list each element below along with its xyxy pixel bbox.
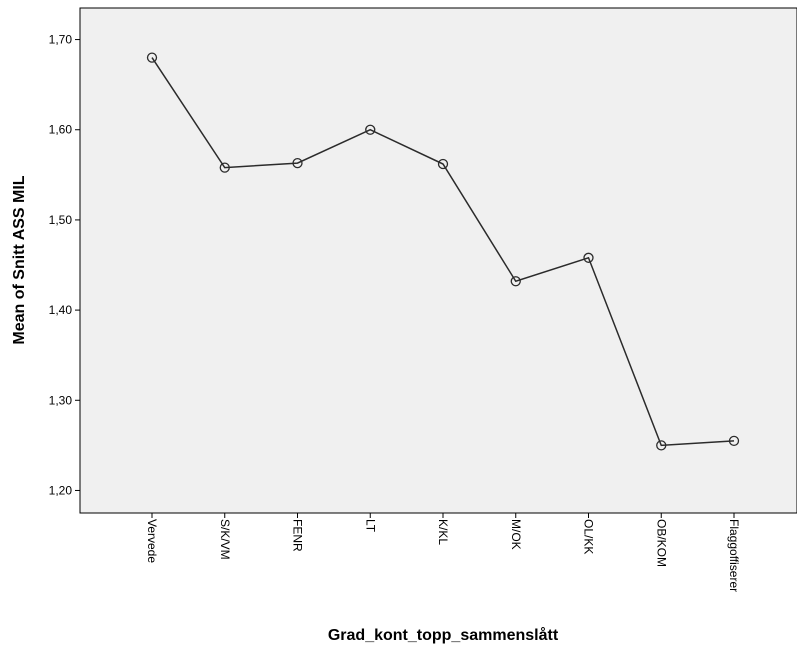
data-point bbox=[437, 158, 449, 170]
data-point bbox=[219, 162, 230, 173]
data-point bbox=[728, 435, 740, 447]
y-tick-label: 1,60 bbox=[49, 123, 73, 137]
y-tick-label: 1,20 bbox=[49, 483, 73, 497]
data-point bbox=[146, 52, 158, 63]
x-tick-label: LT bbox=[363, 519, 377, 533]
x-axis-title: Grad_kont_topp_sammenslått bbox=[328, 626, 559, 644]
plot-area bbox=[79, 7, 797, 514]
y-tick-label: 1,40 bbox=[49, 303, 73, 317]
x-tick-label: K/KL bbox=[436, 519, 450, 545]
x-tick-label: FENR bbox=[291, 519, 305, 552]
x-tick-label: OL/KK bbox=[582, 519, 596, 554]
x-tick-label: Flaggoffiserer bbox=[727, 519, 741, 592]
x-tick-label: M/OK bbox=[509, 519, 523, 550]
y-axis-title: Mean of Snitt ASS MIL bbox=[11, 175, 28, 344]
data-point bbox=[365, 124, 376, 135]
y-tick-label: 1,50 bbox=[49, 213, 73, 227]
y-axis: 1,20 1,30 1,40 1,50 1,60 1,70 bbox=[49, 33, 80, 497]
data-point bbox=[583, 252, 594, 263]
data-point bbox=[510, 276, 521, 287]
y-tick-label: 1,30 bbox=[49, 393, 73, 407]
x-tick-label: Vervede bbox=[145, 519, 159, 563]
x-tick-label: OB/KOM bbox=[654, 519, 668, 567]
data-points bbox=[146, 52, 740, 451]
series-line bbox=[151, 57, 735, 447]
data-point bbox=[292, 157, 303, 169]
x-axis: Vervede S/K/VM FENR LT K/KL M/OK OL/KK OB/KOM Fl… bbox=[145, 513, 741, 592]
data-point bbox=[656, 440, 667, 451]
x-tick-label: S/K/VM bbox=[218, 519, 232, 560]
y-tick-label: 1,70 bbox=[49, 33, 73, 47]
